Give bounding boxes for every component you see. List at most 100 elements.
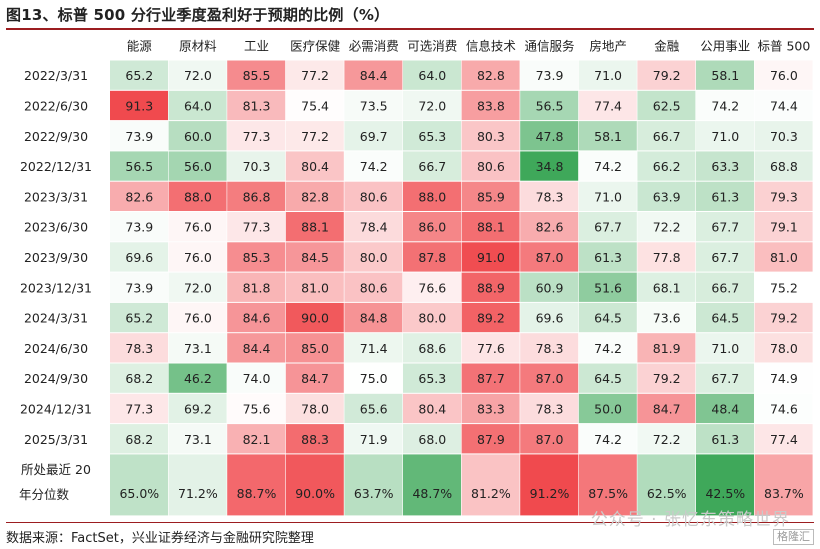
cell-value: 85.9 <box>477 189 505 204</box>
heat-cell <box>520 60 579 90</box>
heat-cell <box>344 242 403 272</box>
cell-value: 87.0 <box>536 371 564 386</box>
cell-value: 82.8 <box>477 68 505 83</box>
heat-cell <box>578 242 637 272</box>
cell-value: 64.0 <box>418 68 446 83</box>
chart-title: 图13、标普 500 分行业季度盈利好于预期的比例（%） <box>6 6 390 24</box>
cell-value: 72.2 <box>653 432 681 447</box>
heat-cell <box>520 393 579 424</box>
heat-cell <box>285 212 344 242</box>
row-label: 2024/12/31 <box>20 401 92 416</box>
heat-cell <box>227 151 286 181</box>
column-header: 能源 <box>127 39 153 54</box>
heat-cell <box>754 151 813 181</box>
heat-cell <box>578 393 637 424</box>
cell-value: 73.9 <box>536 68 564 83</box>
cell-value: 86.8 <box>243 189 271 204</box>
heat-cell <box>637 151 696 181</box>
cell-value: 87.0 <box>536 250 564 265</box>
cell-value: 80.6 <box>360 189 388 204</box>
heat-cell <box>754 60 813 90</box>
cell-value: 71.0 <box>711 341 739 356</box>
cell-value: 87.9 <box>477 432 505 447</box>
cell-value: 85.0 <box>301 341 329 356</box>
cell-value: 81.3 <box>243 98 271 113</box>
cell-value: 61.3 <box>711 189 739 204</box>
cell-value: 81.9 <box>653 341 681 356</box>
cell-value: 75.6 <box>243 401 271 416</box>
heat-cell <box>520 302 579 333</box>
cell-value: 70.3 <box>770 129 798 144</box>
cell-value: 65.6 <box>360 401 388 416</box>
percentile-value: 65.0% <box>119 486 159 501</box>
cell-value: 69.6 <box>536 311 564 326</box>
heat-cell <box>461 333 520 363</box>
cell-value: 65.2 <box>125 68 153 83</box>
cell-value: 74.2 <box>360 159 388 174</box>
cell-value: 34.8 <box>536 159 564 174</box>
heat-cell <box>461 393 520 424</box>
heat-cell <box>227 424 286 454</box>
heat-cell <box>168 151 227 181</box>
heat-cell <box>696 363 754 393</box>
cell-value: 60.0 <box>184 129 212 144</box>
heat-cell <box>110 151 168 181</box>
cell-value: 88.3 <box>301 432 329 447</box>
cell-value: 76.0 <box>184 220 212 235</box>
heat-cell <box>110 302 168 333</box>
heat-cell <box>403 302 461 333</box>
heat-cell <box>520 242 579 272</box>
heat-cell <box>227 212 286 242</box>
row-label: 2024/9/30 <box>24 371 88 386</box>
heat-cell <box>403 90 461 121</box>
bottom-rule <box>6 522 814 523</box>
cell-value: 80.3 <box>477 129 505 144</box>
row-label: 2023/3/31 <box>24 189 88 204</box>
column-header: 可选消费 <box>407 39 457 54</box>
heat-cell <box>110 242 168 272</box>
heat-cell <box>285 393 344 424</box>
row-label: 2023/12/31 <box>20 280 92 295</box>
percentile-value: 71.2% <box>178 486 218 501</box>
heat-cell <box>578 272 637 302</box>
cell-value: 91.3 <box>125 98 153 113</box>
cell-value: 75.2 <box>770 280 798 295</box>
cell-value: 78.4 <box>360 220 388 235</box>
row-label: 2024/6/30 <box>24 341 88 356</box>
heat-cell <box>344 363 403 393</box>
cell-value: 80.6 <box>477 159 505 174</box>
percentile-cell <box>110 454 168 516</box>
heat-cell <box>637 121 696 151</box>
cell-value: 88.0 <box>184 189 212 204</box>
percentile-value: 91.2% <box>530 486 570 501</box>
heat-cell <box>285 121 344 151</box>
heat-cell <box>637 212 696 242</box>
cell-value: 81.8 <box>243 280 271 295</box>
heat-cell <box>168 181 227 211</box>
cell-value: 73.1 <box>184 341 212 356</box>
column-header: 医疗保健 <box>290 39 341 54</box>
cell-value: 79.2 <box>653 68 681 83</box>
heat-cell <box>227 302 286 333</box>
heat-cell <box>110 424 168 454</box>
heat-cell <box>696 60 754 90</box>
heat-cell <box>461 272 520 302</box>
percentile-cell <box>403 454 461 516</box>
percentile-cell <box>168 454 227 516</box>
percentile-cell <box>344 454 403 516</box>
cell-value: 83.3 <box>477 401 505 416</box>
percentile-label-line2: 年分位数 <box>19 487 70 502</box>
heat-cell <box>403 121 461 151</box>
heat-cell <box>344 424 403 454</box>
cell-value: 84.4 <box>360 68 388 83</box>
heat-cell <box>520 272 579 302</box>
heat-cell <box>168 90 227 121</box>
percentile-label-line1: 所处最近 20 <box>21 462 91 477</box>
cell-value: 70.3 <box>243 159 271 174</box>
heat-cell <box>344 212 403 242</box>
column-header: 工业 <box>244 39 269 54</box>
heat-cell <box>578 181 637 211</box>
heat-cell <box>168 272 227 302</box>
percentile-value: 83.7% <box>764 486 804 501</box>
cell-value: 72.0 <box>184 68 212 83</box>
